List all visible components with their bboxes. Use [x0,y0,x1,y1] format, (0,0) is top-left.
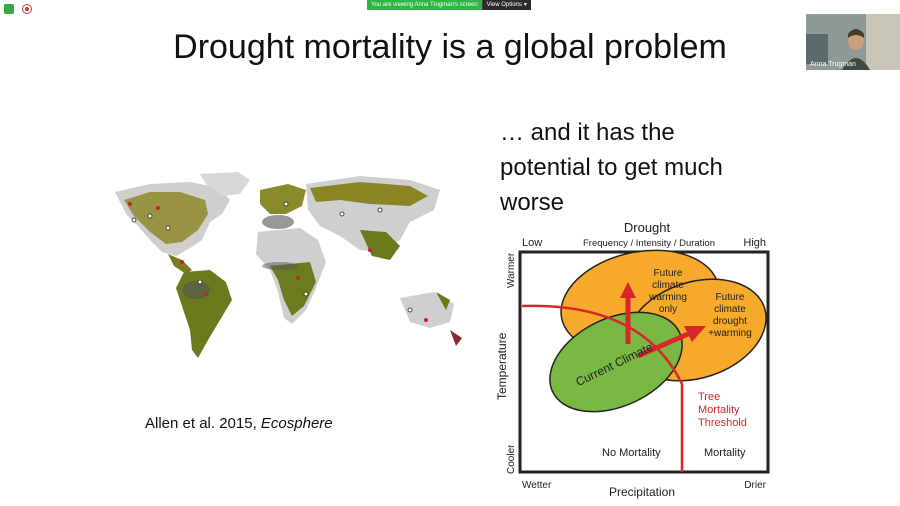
chevron-down-icon: ▾ [523,2,527,8]
citation-journal: Ecosphere [260,415,333,432]
world-map [115,172,462,358]
threshold-label: Tree Mortality Threshold [698,391,747,429]
participant-name: Anna Trugman [810,61,856,68]
future-warming-label: Future climate warming only [648,268,687,315]
top-axis-low: Low [522,237,542,249]
citation-authors: Allen et al. 2015, [145,415,261,432]
threshold-line-1: Tree [698,391,720,403]
subtitle-line-1: … and it has the [500,119,675,146]
future-drought-line-3: drought [713,316,747,327]
no-mortality-label: No Mortality [602,447,661,459]
mortality-threshold-curve [521,304,684,472]
left-axis-cooler: Cooler [506,444,517,474]
future-warming-line-2: climate [652,280,684,291]
slide-subtitle: … and it has the potential to get much w… [500,115,800,220]
meeting-status-icons [4,4,32,14]
future-warming-line-1: Future [654,268,683,279]
view-options-label: View Options [486,2,522,8]
participant-video-tile[interactable]: Anna Trugman [806,14,900,70]
participant-video-frame [806,14,900,70]
citation: Allen et al. 2015, Ecosphere [145,415,333,432]
future-drought-line-1: Future [716,292,745,303]
future-drought-label: Future climate drought +warming [708,292,752,339]
subtitle-line-3: worse [500,189,565,216]
share-status-text: You are viewing Anna Trugman's screen [367,0,482,10]
bottom-axis-drier: Drier [744,480,766,491]
security-shield-icon[interactable] [4,4,14,14]
top-axis-high: High [743,237,766,249]
bottom-axis-title: Precipitation [609,485,675,499]
left-axis-warmer: Warmer [506,252,517,288]
mortality-label: Mortality [704,447,746,459]
drought-mortality-diagram: Drought Low Frequency / Intensity / Dura… [495,220,770,499]
slide-title: Drought mortality is a global problem [173,28,727,66]
warming-arrowhead [620,282,636,298]
subtitle-line-2: potential to get much [500,154,723,181]
future-warming-line-3: warming [648,292,687,303]
threshold-line-3: Threshold [698,417,747,429]
view-options-button[interactable]: View Options ▾ [481,0,531,10]
screen-share-banner: You are viewing Anna Trugman's screen Vi… [367,0,531,10]
drought-arrowhead [684,326,706,342]
future-drought-line-4: +warming [708,328,752,339]
recording-icon[interactable] [22,4,32,14]
bottom-axis-wetter: Wetter [522,480,552,491]
threshold-line-2: Mortality [698,404,740,416]
left-axis-title: Temperature [495,332,509,400]
future-warming-line-4: only [659,304,677,315]
drought-arrow [636,331,690,359]
top-axis-title: Drought [624,220,671,235]
current-climate-ellipse [549,311,683,413]
top-axis-sublabel: Frequency / Intensity / Duration [583,238,715,249]
future-drought-line-2: climate [714,304,746,315]
